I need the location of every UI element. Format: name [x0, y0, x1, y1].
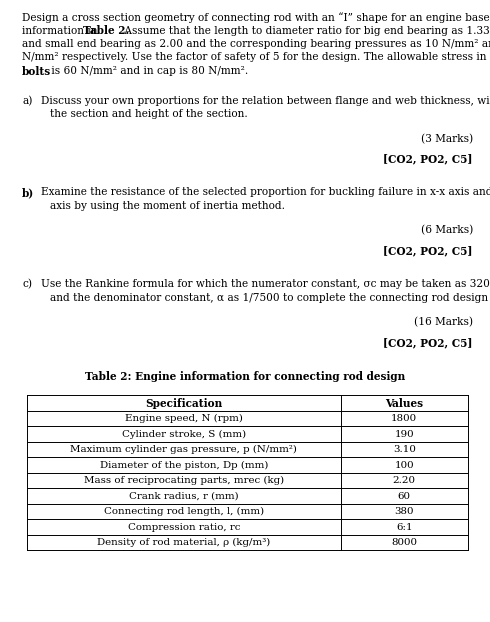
Text: information in: information in — [22, 26, 101, 35]
Text: b): b) — [22, 187, 34, 198]
Text: the section and height of the section.: the section and height of the section. — [50, 109, 248, 119]
Text: (6 Marks): (6 Marks) — [420, 225, 473, 236]
Text: Engine speed, N (rpm): Engine speed, N (rpm) — [125, 414, 243, 423]
Text: a): a) — [22, 96, 32, 106]
Text: 3.10: 3.10 — [393, 445, 416, 454]
Text: Diameter of the piston, Dp (mm): Diameter of the piston, Dp (mm) — [99, 460, 268, 470]
Text: is 60 N/mm² and in cap is 80 N/mm².: is 60 N/mm² and in cap is 80 N/mm². — [48, 66, 248, 76]
Text: 100: 100 — [394, 461, 414, 470]
Text: [CO2, PO2, C5]: [CO2, PO2, C5] — [383, 337, 473, 348]
Text: Cylinder stroke, S (mm): Cylinder stroke, S (mm) — [122, 430, 246, 439]
Text: Mass of reciprocating parts, mrec (kg): Mass of reciprocating parts, mrec (kg) — [84, 476, 284, 485]
Text: Values: Values — [385, 397, 423, 409]
Text: Use the Rankine formula for which the numerator constant, σc may be taken as 320: Use the Rankine formula for which the nu… — [41, 279, 490, 289]
Text: Connecting rod length, l, (mm): Connecting rod length, l, (mm) — [104, 507, 264, 516]
Text: Assume that the length to diameter ratio for big end bearing as 1.33: Assume that the length to diameter ratio… — [121, 26, 490, 35]
Text: 2.20: 2.20 — [393, 476, 416, 485]
Text: Discuss your own proportions for the relation between flange and web thickness, : Discuss your own proportions for the rel… — [41, 96, 490, 106]
Text: and small end bearing as 2.00 and the corresponding bearing pressures as 10 N/mm: and small end bearing as 2.00 and the co… — [22, 39, 490, 49]
Text: Design a cross section geometry of connecting rod with an “I” shape for an engin: Design a cross section geometry of conne… — [22, 12, 490, 23]
Text: and the denominator constant, α as 1/7500 to complete the connecting rod design : and the denominator constant, α as 1/750… — [50, 293, 490, 303]
Text: N/mm² respectively. Use the factor of safety of 5 for the design. The allowable : N/mm² respectively. Use the factor of sa… — [22, 52, 490, 62]
Text: Table 2.: Table 2. — [83, 26, 129, 37]
Text: Maximum cylinder gas pressure, p (N/mm²): Maximum cylinder gas pressure, p (N/mm²) — [70, 445, 297, 454]
Text: axis by using the moment of inertia method.: axis by using the moment of inertia meth… — [50, 201, 286, 211]
Text: Examine the resistance of the selected proportion for buckling failure in x-x ax: Examine the resistance of the selected p… — [41, 187, 490, 198]
Text: Table 2: Engine information for connecting rod design: Table 2: Engine information for connecti… — [85, 371, 405, 382]
Text: Density of rod material, ρ (kg/m³): Density of rod material, ρ (kg/m³) — [97, 538, 270, 547]
Text: (3 Marks): (3 Marks) — [421, 134, 473, 144]
Text: bolts: bolts — [22, 66, 51, 77]
Text: 190: 190 — [394, 430, 414, 439]
Text: (16 Marks): (16 Marks) — [414, 317, 473, 327]
Text: [CO2, PO2, C5]: [CO2, PO2, C5] — [383, 246, 473, 256]
Text: 1800: 1800 — [391, 414, 417, 423]
Text: 380: 380 — [394, 507, 414, 516]
Text: Crank radius, r (mm): Crank radius, r (mm) — [129, 491, 239, 501]
Text: 6:1: 6:1 — [396, 522, 413, 532]
Text: Specification: Specification — [145, 397, 222, 409]
Text: 8000: 8000 — [391, 538, 417, 547]
Text: c): c) — [22, 279, 32, 290]
Text: [CO2, PO2, C5]: [CO2, PO2, C5] — [383, 154, 473, 165]
Text: 60: 60 — [398, 491, 411, 501]
Text: Compression ratio, rc: Compression ratio, rc — [127, 522, 240, 532]
